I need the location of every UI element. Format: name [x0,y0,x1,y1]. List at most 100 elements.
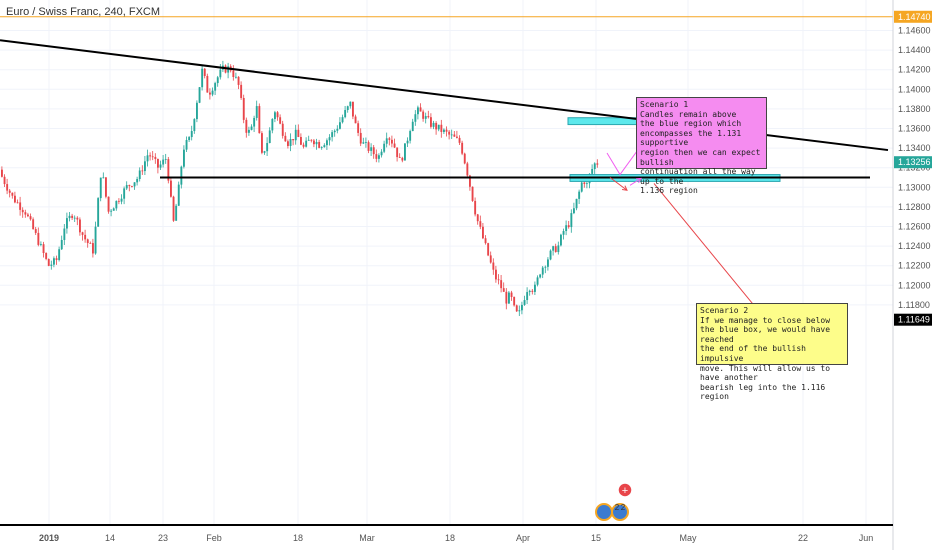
candle-body [63,228,66,240]
candle-body [401,157,404,161]
candle-body [281,123,284,136]
candle-body [450,134,453,136]
chart-title: Euro / Swiss Franc, 240, FXCM [6,6,161,18]
price-label-text: 1.13256 [898,157,931,167]
candle-body [554,246,557,253]
candle-body [562,231,565,235]
candle-body [326,140,328,146]
price-axis[interactable]: 1.14600 1.14400 1.14200 1.14000 1.13800 1.136… [898,26,931,310]
candle-body [580,182,583,192]
candle-body [404,143,406,161]
candle-body [367,142,370,151]
candle-body [448,131,451,135]
price-labels: 1.14740 1.13256 1.11649 [894,10,932,326]
candle-body [591,169,594,174]
candle-body [396,147,399,158]
projection-arrow[interactable] [609,177,628,191]
candle-body [183,149,185,167]
candle-body [456,136,458,138]
scenario-2-note[interactable]: Scenario 2 If we manage to close below t… [696,303,848,401]
candle-body [19,202,22,210]
x-tick-label: 14 [105,533,115,543]
event-marker-left-icon[interactable] [595,503,613,521]
candle-body [138,170,141,180]
candle-body [596,163,599,165]
time-axis[interactable]: 2019 14 23 Feb 18 Mar 18 Apr 15 May 22 Jun [39,533,873,543]
candle-body [523,300,526,305]
candle-body [307,139,310,141]
candle-body [131,186,133,187]
x-tick-label: Apr [516,533,530,543]
candle-body [1,169,3,177]
candle-body [424,116,427,119]
candle-body [313,140,315,145]
candle-body [526,292,529,301]
candle-body [492,262,495,270]
candle-body [339,122,341,129]
candle-body [409,131,412,141]
event-marker-right-icon[interactable] [611,503,629,521]
candle-body [24,212,27,215]
candle-body [276,112,279,118]
candle-body [149,155,152,157]
event-markers[interactable]: +2 2 [595,482,633,521]
candle-body [385,138,388,144]
candle-body [380,151,383,156]
candle-body [570,213,573,228]
projection-arrows [606,129,761,314]
candle-body [175,205,178,221]
candle-body [372,147,375,155]
projection-arrow[interactable] [653,183,761,314]
candle-body [328,137,331,141]
event-marker-plus-icon[interactable] [617,482,633,498]
y-tick-label: 1.13600 [898,124,931,134]
candle-body [157,158,159,168]
candle-body [164,159,167,160]
price-label-box [894,156,932,169]
price-label-box [894,313,932,326]
x-tick-label: 23 [158,533,168,543]
candle-body [357,123,360,133]
candle-body [42,244,45,254]
candle-body [133,182,136,187]
candle-body [513,296,516,306]
candle-body [398,157,401,158]
candle-body [141,170,144,172]
candle-body [497,279,500,281]
y-tick-label: 1.12000 [898,280,931,290]
candle-body [235,76,237,78]
scenario-1-note[interactable]: Scenario 1 Candles remain above the blue… [636,97,767,195]
candle-body [411,121,414,132]
candle-body [27,214,29,217]
candle-body [547,259,549,267]
candle-body [97,198,100,227]
candle-body [58,249,61,260]
candle-body [253,117,256,127]
candle-body [458,137,461,143]
candle-body [292,139,295,141]
candle-body [557,245,560,253]
candle-body [66,218,68,229]
candle-body [81,232,84,235]
candle-body [510,292,513,297]
candle-body [505,291,508,304]
candle-body [427,116,430,118]
candle-body [453,134,456,137]
arrow-head [621,185,628,191]
y-tick-label: 1.12800 [898,202,931,212]
candle-body [245,119,248,133]
candle-body [318,141,321,148]
candle-body [190,131,193,138]
candle-body [177,184,180,206]
candle-body [476,214,479,222]
candle-body [232,70,235,77]
x-tick-label: 2019 [39,533,59,543]
candle-body [11,192,14,196]
y-tick-label: 1.13400 [898,143,931,153]
candle-body [185,140,188,150]
projection-arrow[interactable] [629,178,642,186]
candle-body [250,126,253,130]
candle-body [331,132,334,138]
candle-body [502,288,505,292]
